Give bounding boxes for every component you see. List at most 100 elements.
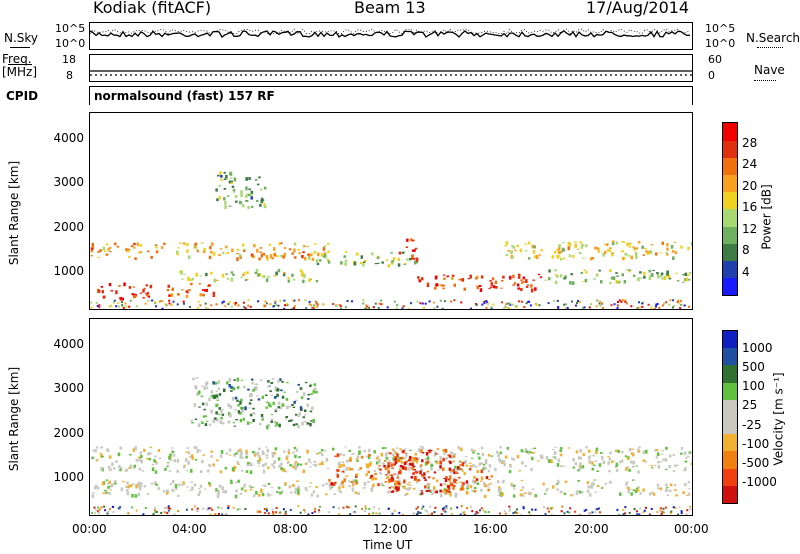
y-tick-label: 2000 — [53, 426, 84, 440]
colorbar-tick-label: -25 — [742, 418, 762, 432]
freq-unit: [MHz] — [2, 65, 38, 79]
power-band-9 — [544, 269, 692, 285]
freq-label: Freq. — [2, 52, 32, 66]
colorbar-segment — [723, 209, 737, 227]
power-near-range-noise — [90, 299, 690, 310]
nsearch-bottom-tick: 10^0 — [705, 37, 736, 50]
colorbar-tick-label: 1000 — [742, 341, 773, 355]
colorbar-tick-label: 12 — [742, 222, 758, 236]
nave-label: Nave — [754, 63, 785, 77]
colorbar-segment — [723, 157, 737, 176]
y-tick-label: 4000 — [53, 131, 84, 145]
x-tick-label: 04:00 — [172, 522, 207, 536]
power-band-2 — [166, 282, 216, 298]
colorbar-tick-label: 4 — [742, 265, 750, 279]
colorbar-segment — [723, 243, 737, 262]
cpid-text: normalsound (fast) 157 RF — [94, 89, 275, 103]
colorbar-tick-label: -500 — [742, 456, 770, 470]
power-colorbar-label: Power [dB] — [759, 184, 774, 250]
power-colorbar — [722, 122, 738, 296]
nave-bottom-tick: 0 — [708, 69, 715, 82]
colorbar-segment — [723, 451, 737, 470]
nsearch-dots — [757, 47, 783, 48]
freq-panel — [89, 54, 693, 82]
power-band-6 — [398, 238, 419, 262]
station-title: Kodiak (fitACF) — [93, 0, 212, 17]
nave-dots — [754, 80, 776, 81]
colorbar-segment — [723, 191, 737, 210]
nave-top-tick: 60 — [708, 53, 722, 66]
y-tick-label: 2000 — [53, 220, 84, 234]
power-band-1 — [97, 282, 153, 301]
y-tick-label: 1000 — [53, 470, 84, 484]
x-tick-label: 12:00 — [373, 522, 408, 536]
velocity-colorbar — [722, 330, 738, 504]
power-panel — [89, 112, 695, 310]
colorbar-segment — [723, 485, 737, 503]
x-tick-label: 20:00 — [574, 522, 609, 536]
colorbar-tick-label: 24 — [742, 157, 758, 171]
colorbar-segment — [723, 277, 737, 295]
freq-trace — [90, 70, 692, 76]
power-band-7 — [417, 273, 543, 293]
freq-bottom-tick: 8 — [66, 69, 73, 82]
velocity-band-3 — [387, 449, 456, 495]
colorbar-segment — [723, 331, 737, 349]
colorbar-segment — [723, 123, 737, 141]
power-band-5 — [315, 251, 419, 268]
colorbar-tick-label: 100 — [742, 379, 765, 393]
power-band-0 — [90, 242, 330, 262]
cpid-label: CPID — [6, 89, 39, 103]
colorbar-tick-label: 8 — [742, 243, 750, 257]
velocity-band-4 — [442, 462, 494, 495]
x-tick-label: 00:00 — [674, 522, 709, 536]
colorbar-tick-label: 16 — [742, 200, 758, 214]
colorbar-segment — [723, 260, 737, 279]
colorbar-segment — [723, 417, 737, 435]
velocity-near-range-noise — [91, 505, 692, 516]
beam-title: Beam 13 — [354, 0, 426, 17]
date-title: 17/Aug/2014 — [586, 0, 690, 17]
y-tick-label: 3000 — [53, 381, 84, 395]
colorbar-tick-label: -100 — [742, 437, 770, 451]
colorbar-segment — [723, 174, 737, 193]
velocity-band-1 — [91, 479, 691, 499]
velocity-colorbar-label: Velocity [m s⁻¹] — [771, 372, 786, 466]
colorbar-segment — [723, 226, 737, 244]
x-tick-label: 08:00 — [273, 522, 308, 536]
power-band-3 — [179, 268, 319, 284]
nsky-underline — [10, 47, 30, 48]
nsearch-top-tick: 10^5 — [705, 22, 736, 35]
colorbar-segment — [723, 365, 737, 384]
power-heatmap — [90, 171, 695, 310]
x-axis-label: Time UT — [363, 538, 413, 552]
y-tick-label: 1000 — [53, 264, 84, 278]
colorbar-segment — [723, 399, 737, 418]
velocity-band-5 — [190, 377, 318, 430]
x-tick-label: 16:00 — [473, 522, 508, 536]
colorbar-tick-label: -1000 — [742, 475, 777, 489]
nsky-label: N.Sky — [4, 31, 39, 45]
nsky-panel — [89, 22, 693, 50]
y-tick-label: 4000 — [53, 337, 84, 351]
power-band-8 — [504, 240, 695, 261]
colorbar-segment — [723, 382, 737, 401]
colorbar-tick-label: 25 — [742, 398, 758, 412]
velocity-heatmap — [91, 377, 695, 516]
cpid-panel: normalsound (fast) 157 RF — [89, 86, 693, 105]
colorbar-tick-label: 28 — [742, 136, 758, 150]
power-ylabel: Slant Range [km] — [7, 160, 22, 266]
freq-top-tick: 18 — [62, 53, 76, 66]
velocity-band-0 — [91, 446, 695, 475]
velocity-panel — [89, 318, 695, 516]
colorbar-segment — [723, 434, 737, 452]
freq-underline — [8, 64, 32, 65]
nsearch-label: N.Search — [746, 31, 800, 45]
colorbar-tick-label: 20 — [742, 179, 758, 193]
velocity-ylabel: Slant Range [km] — [7, 366, 22, 472]
nsky-trace — [89, 28, 691, 38]
nsky-bottom-tick: 10^0 — [55, 37, 86, 50]
colorbar-segment — [723, 140, 737, 158]
colorbar-tick-label: 500 — [742, 360, 765, 374]
nsky-top-tick: 10^5 — [55, 22, 86, 35]
